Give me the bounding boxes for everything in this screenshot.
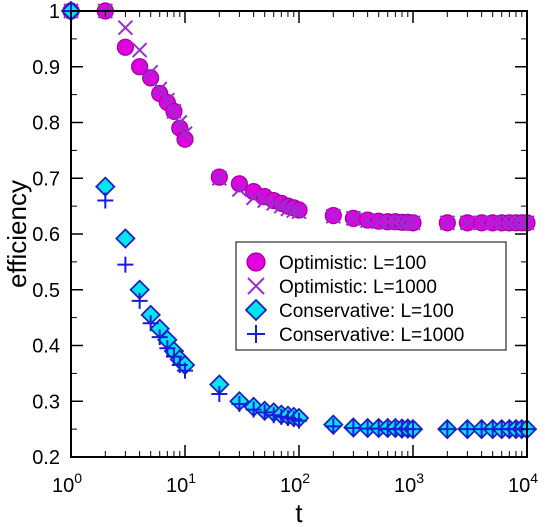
point-x — [394, 215, 410, 231]
point-x — [286, 202, 302, 219]
x-tick-label-base: 10 — [166, 475, 188, 497]
point-x — [211, 170, 228, 186]
point-plus — [256, 404, 273, 421]
point-circle — [246, 252, 266, 272]
point-x — [177, 125, 193, 142]
point-x — [152, 81, 168, 97]
point-x — [494, 215, 510, 231]
point-x — [508, 215, 524, 231]
point-x — [131, 42, 148, 58]
point-diamond — [244, 298, 268, 322]
x-tick-label-exponent: 2 — [302, 470, 310, 486]
point-plus — [405, 421, 421, 438]
plot-frame — [70, 10, 528, 458]
point-x — [256, 192, 273, 209]
point-x — [345, 210, 362, 227]
point-x — [142, 64, 159, 81]
point-circle — [176, 130, 194, 148]
point-plus — [459, 421, 476, 438]
y-tick-labels: 0.2 0.3 0.4 0.5 0.6 0.7 0.8 0.9 1 — [32, 1, 60, 469]
y-tick-label: 0.3 — [32, 391, 60, 413]
legend-box — [235, 241, 507, 351]
point-diamond — [115, 228, 136, 249]
x-tick-label: 100 — [52, 470, 82, 497]
point-plus — [291, 412, 307, 429]
legend-label: Conservative: L=100 — [279, 301, 454, 322]
x-axis-label: t — [295, 498, 303, 527]
x-tick-label-exponent: 0 — [74, 470, 82, 486]
y-axis-label: efficiency — [2, 180, 32, 288]
x-tick-label-exponent: 4 — [530, 470, 538, 486]
y-tick-label: 0.7 — [32, 168, 60, 190]
point-x — [459, 215, 476, 231]
point-x — [439, 215, 456, 231]
point-plus — [177, 362, 193, 379]
x-tick-label-exponent: 1 — [188, 470, 196, 486]
point-x — [405, 215, 421, 231]
point-plus — [165, 348, 182, 365]
point-x — [291, 203, 307, 220]
y-tick-label: 0.8 — [32, 113, 60, 135]
point-x — [400, 215, 416, 231]
series-x — [63, 3, 535, 231]
point-plus — [273, 408, 290, 425]
y-tick-label: 0.2 — [32, 447, 60, 469]
point-x — [166, 103, 182, 120]
point-plus — [151, 329, 168, 346]
x-tick-label-base: 10 — [52, 475, 74, 497]
point-x — [473, 215, 490, 231]
data-marks — [60, 0, 538, 440]
point-x — [325, 208, 342, 224]
point-x — [247, 277, 265, 295]
axis-ticks — [70, 10, 528, 458]
y-tick-label: 0.5 — [32, 280, 60, 302]
legend: Optimistic: L=100 Optimistic: L=1000 Conse… — [235, 241, 507, 351]
point-plus — [131, 292, 148, 309]
point-x — [231, 181, 248, 198]
point-plus — [117, 256, 134, 273]
point-x — [380, 214, 396, 230]
point-plus — [97, 192, 114, 209]
point-x — [172, 114, 188, 131]
point-x — [117, 20, 134, 36]
point-plus — [159, 340, 176, 357]
point-plus — [211, 386, 228, 403]
x-tick-labels: 100 101 102 103 104 — [52, 470, 538, 497]
point-plus — [265, 407, 282, 424]
point-plus — [325, 418, 342, 435]
y-tick-label: 0.4 — [32, 336, 60, 358]
point-plus — [231, 396, 248, 413]
point-plus — [245, 401, 262, 418]
legend-label: Optimistic: L=100 — [279, 253, 426, 274]
point-circle — [131, 58, 149, 76]
legend-label: Conservative: L=1000 — [279, 325, 464, 346]
series-circle — [62, 2, 536, 232]
point-x — [501, 215, 518, 231]
point-plus — [142, 315, 159, 332]
y-tick-label: 0.9 — [32, 57, 60, 79]
point-x — [387, 214, 404, 230]
x-tick-label-exponent: 3 — [416, 470, 424, 486]
x-tick-label: 104 — [508, 470, 538, 497]
point-circle — [230, 175, 248, 193]
y-tick-label: 0.6 — [32, 224, 60, 246]
x-tick-label: 102 — [280, 470, 310, 497]
point-circle — [290, 201, 308, 219]
x-tick-label-base: 10 — [280, 475, 302, 497]
x-tick-label-base: 10 — [508, 475, 530, 497]
y-tick-label: 1 — [49, 1, 60, 23]
point-x — [159, 92, 176, 108]
point-plus — [439, 421, 456, 438]
point-circle — [142, 69, 160, 87]
point-circle — [116, 38, 134, 56]
x-tick-label-base: 10 — [394, 475, 416, 497]
legend-label: Optimistic: L=1000 — [279, 277, 437, 298]
series-plus — [63, 3, 535, 438]
x-tick-label: 103 — [394, 470, 424, 497]
point-plus — [345, 420, 362, 437]
x-tick-label: 101 — [166, 470, 196, 497]
point-plus — [247, 325, 265, 343]
